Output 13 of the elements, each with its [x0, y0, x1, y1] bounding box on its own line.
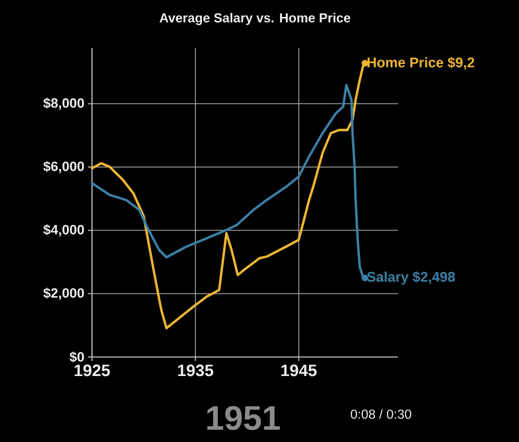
annotation: Salary $2,498 — [367, 271, 455, 285]
x-tick-label: 1945 — [281, 364, 317, 376]
x-tick-label: 1925 — [74, 364, 110, 376]
y-tick-label: $2,000 — [43, 288, 84, 300]
chart-title: Average Salary vs. Home Price — [160, 12, 350, 26]
y-tick-label: $0 — [70, 351, 84, 363]
x-tick-label: 1935 — [178, 364, 214, 376]
y-tick-label: $6,000 — [43, 160, 84, 174]
y-tick-label: $8,000 — [43, 98, 84, 110]
text: 1951 — [207, 406, 280, 430]
text: 0:08 / 0:30 — [350, 409, 412, 419]
y-tick-label: $4,000 — [43, 224, 84, 236]
annotation: Home Price $9,2 — [368, 56, 474, 70]
